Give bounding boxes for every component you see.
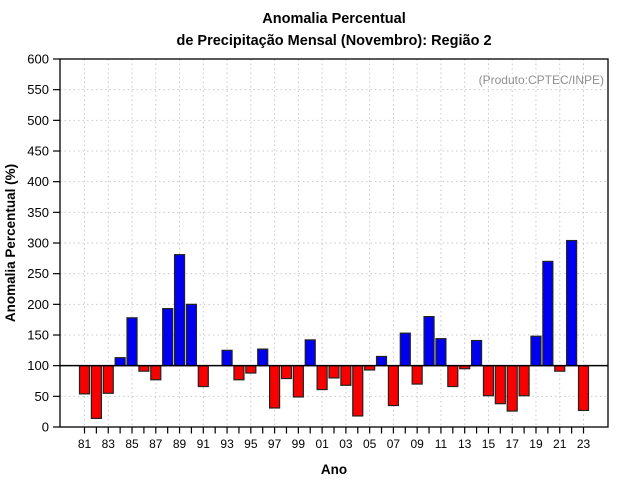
bar-10 (423, 316, 435, 367)
bar-20 (542, 260, 554, 367)
x-axis-title: Ano (321, 462, 347, 477)
y-tick-label-200: 200 (27, 297, 49, 312)
bar-04 (352, 365, 364, 417)
bar-91 (197, 365, 209, 388)
x-tick-label-01: 01 (315, 437, 329, 451)
x-tick-label-93: 93 (220, 437, 234, 451)
y-tick-label-350: 350 (27, 205, 49, 220)
x-tick-label-17: 17 (506, 437, 520, 451)
bar-11 (435, 338, 447, 367)
bar-06 (375, 355, 388, 367)
x-tick-label-91: 91 (197, 437, 211, 451)
bar-83 (102, 365, 114, 394)
x-tick-label-03: 03 (339, 437, 353, 451)
bar-09 (411, 365, 423, 385)
bar-89 (173, 254, 186, 367)
bar-08 (399, 332, 411, 367)
bar-88 (162, 308, 174, 367)
x-tick-label-81: 81 (78, 437, 92, 451)
x-tick-label-09: 09 (410, 437, 424, 451)
x-tick-label-13: 13 (458, 437, 472, 451)
bar-02 (328, 365, 340, 379)
x-tick-label-05: 05 (363, 437, 377, 451)
credit-label: (Produto:CPTEC/INPE) (479, 73, 604, 87)
axes-group (53, 58, 609, 434)
y-tick-label-250: 250 (27, 266, 49, 281)
x-tick-label-23: 23 (577, 437, 591, 451)
bar-95 (245, 365, 257, 374)
bar-22 (566, 239, 578, 367)
y-tick-label-100: 100 (27, 358, 49, 373)
bar-94 (233, 365, 245, 381)
x-tick-label-21: 21 (553, 437, 567, 451)
y-tick-label-450: 450 (27, 144, 49, 159)
bar-97 (268, 365, 281, 409)
x-tick-label-19: 19 (529, 437, 543, 451)
y-tick-label-500: 500 (27, 113, 49, 128)
y-axis-title: Anomalia Percentual (%) (3, 164, 18, 322)
chart-title-line1: Anomalia Percentual (262, 11, 405, 27)
y-tick-label-50: 50 (35, 389, 49, 404)
y-tick-label-550: 550 (27, 82, 49, 97)
y-tick-label-0: 0 (42, 420, 49, 435)
bar-81 (78, 365, 91, 395)
x-tick-label-87: 87 (149, 437, 163, 451)
bar-12 (447, 365, 459, 388)
x-tick-label-99: 99 (292, 437, 306, 451)
x-tick-label-11: 11 (435, 437, 448, 451)
bar-86 (138, 365, 150, 372)
bar-85 (126, 317, 138, 367)
bar-93 (221, 349, 233, 367)
x-tick-label-89: 89 (173, 437, 187, 451)
chart-title-line2: de Precipitação Mensal (Novembro): Regiã… (176, 33, 491, 49)
bar-90 (185, 303, 198, 367)
bar-07 (387, 365, 400, 407)
bar-17 (506, 365, 518, 412)
bar-16 (494, 365, 506, 405)
y-tick-label-150: 150 (27, 328, 49, 343)
bar-14 (470, 339, 483, 367)
bar-99 (292, 365, 304, 398)
bar-01 (316, 365, 328, 391)
bar-19 (530, 335, 542, 367)
bar-96 (257, 348, 269, 367)
bar-21 (554, 365, 566, 372)
x-tick-label-97: 97 (268, 437, 282, 451)
bar-18 (518, 365, 530, 397)
bar-84 (114, 357, 126, 367)
bar-87 (150, 365, 162, 381)
bar-98 (280, 365, 293, 380)
x-tick-label-15: 15 (482, 437, 496, 451)
bar-03 (340, 365, 352, 386)
bar-23 (577, 365, 590, 412)
bar-15 (482, 365, 495, 397)
x-tick-label-83: 83 (102, 437, 116, 451)
bars-group (78, 239, 590, 420)
x-tick-label-95: 95 (244, 437, 258, 451)
x-tick-label-07: 07 (387, 437, 401, 451)
bar-82 (90, 365, 102, 420)
y-tick-label-400: 400 (27, 174, 49, 189)
bar-00 (304, 339, 316, 367)
x-tick-label-85: 85 (125, 437, 139, 451)
y-tick-label-300: 300 (27, 236, 49, 251)
y-tick-label-600: 600 (27, 52, 49, 67)
